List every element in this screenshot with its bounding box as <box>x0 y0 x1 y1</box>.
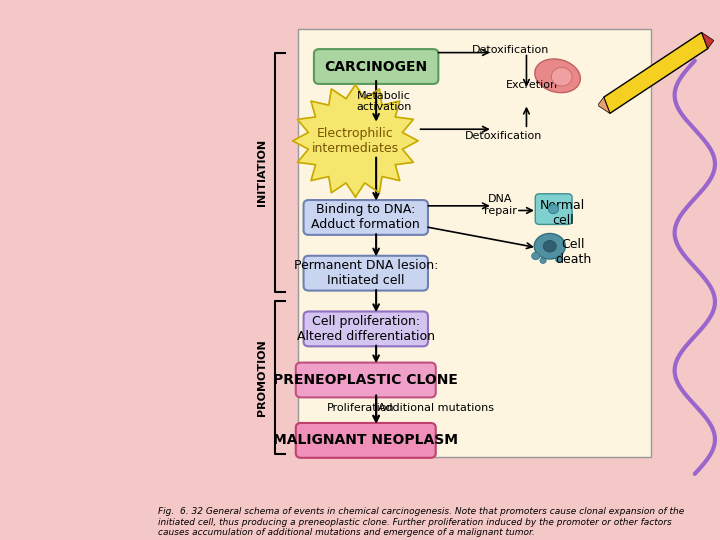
Circle shape <box>531 252 540 260</box>
FancyBboxPatch shape <box>304 256 428 291</box>
FancyBboxPatch shape <box>304 200 428 235</box>
Text: Metabolic
activation: Metabolic activation <box>356 91 412 112</box>
Ellipse shape <box>552 68 572 86</box>
Text: INITIATION: INITIATION <box>257 139 267 206</box>
Text: PROMOTION: PROMOTION <box>257 339 267 416</box>
Circle shape <box>540 258 546 264</box>
Text: Additional mutations: Additional mutations <box>378 403 494 413</box>
Text: Electrophilic
intermediates: Electrophilic intermediates <box>312 127 399 155</box>
Text: MALIGNANT NEOPLASM: MALIGNANT NEOPLASM <box>274 434 458 447</box>
Polygon shape <box>598 97 610 113</box>
FancyBboxPatch shape <box>298 29 651 457</box>
Text: DNA
repair: DNA repair <box>484 194 517 215</box>
FancyBboxPatch shape <box>296 423 436 458</box>
Text: Detoxification: Detoxification <box>464 131 542 141</box>
Text: Permanent DNA lesion:
Initiated cell: Permanent DNA lesion: Initiated cell <box>294 259 438 287</box>
Text: Cell proliferation:
Altered differentiation: Cell proliferation: Altered differentiat… <box>297 315 435 343</box>
Polygon shape <box>292 85 418 197</box>
Text: Detoxification: Detoxification <box>472 45 549 55</box>
Circle shape <box>556 256 563 262</box>
FancyBboxPatch shape <box>314 49 438 84</box>
Polygon shape <box>701 32 714 49</box>
Ellipse shape <box>544 240 557 252</box>
FancyBboxPatch shape <box>304 312 428 346</box>
Ellipse shape <box>534 233 565 259</box>
FancyBboxPatch shape <box>296 362 436 397</box>
Text: Proliferation: Proliferation <box>327 403 395 413</box>
Text: Binding to DNA:
Adduct formation: Binding to DNA: Adduct formation <box>311 204 420 232</box>
Polygon shape <box>603 32 708 113</box>
Ellipse shape <box>548 205 559 214</box>
Text: Excretion: Excretion <box>505 80 558 90</box>
Text: Fig.  6. 32 General schema of events in chemical carcinogenesis. Note that promo: Fig. 6. 32 General schema of events in c… <box>158 508 685 537</box>
Ellipse shape <box>535 59 580 93</box>
Text: CARCINOGEN: CARCINOGEN <box>325 59 428 73</box>
Text: Cell
death: Cell death <box>555 238 591 266</box>
Text: PRENEOPLASTIC CLONE: PRENEOPLASTIC CLONE <box>274 373 458 387</box>
Text: Normal
cell: Normal cell <box>540 199 585 227</box>
FancyBboxPatch shape <box>535 194 572 225</box>
